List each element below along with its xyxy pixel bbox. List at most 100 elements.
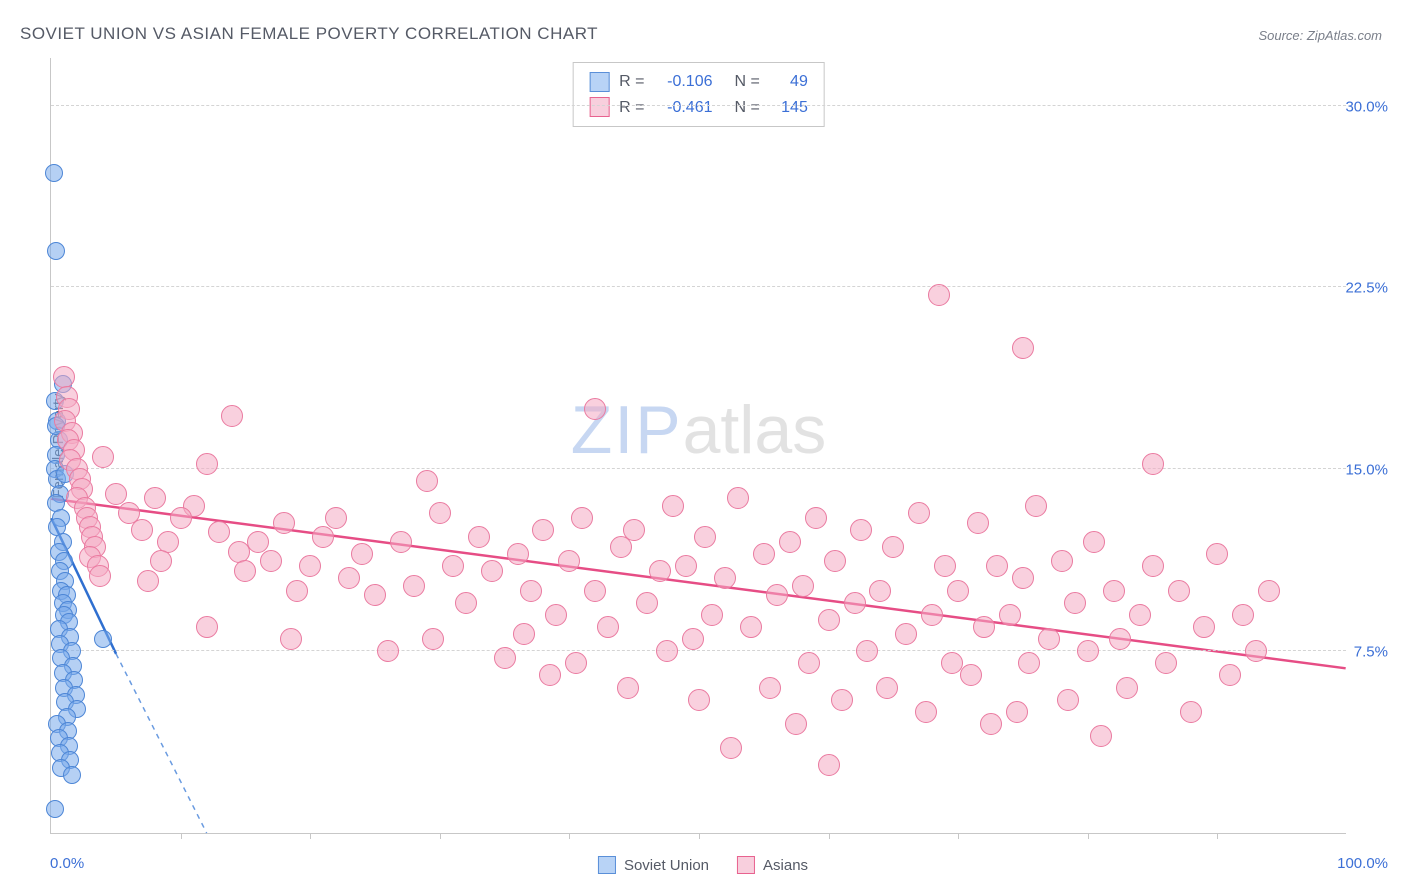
data-point xyxy=(844,592,866,614)
data-point xyxy=(1180,701,1202,723)
data-point xyxy=(89,565,111,587)
data-point xyxy=(131,519,153,541)
data-point xyxy=(617,677,639,699)
scatter-plot-area: ZIPatlas R =-0.106N =49R =-0.461N =145 xyxy=(50,58,1346,834)
x-tick xyxy=(699,833,700,839)
data-point xyxy=(507,543,529,565)
data-point xyxy=(831,689,853,711)
legend-swatch xyxy=(737,856,755,874)
y-tick-label: 15.0% xyxy=(1345,462,1388,479)
stats-row: R =-0.106N =49 xyxy=(589,69,808,95)
data-point xyxy=(921,604,943,626)
data-point xyxy=(720,737,742,759)
data-point xyxy=(558,550,580,572)
data-point xyxy=(908,502,930,524)
data-point xyxy=(47,242,65,260)
data-point xyxy=(805,507,827,529)
data-point xyxy=(915,701,937,723)
x-axis-min-label: 0.0% xyxy=(50,855,84,872)
data-point xyxy=(636,592,658,614)
data-point xyxy=(196,453,218,475)
data-point xyxy=(649,560,671,582)
data-point xyxy=(545,604,567,626)
data-point xyxy=(403,575,425,597)
data-point xyxy=(766,584,788,606)
data-point xyxy=(1012,337,1034,359)
data-point xyxy=(1077,640,1099,662)
data-point xyxy=(753,543,775,565)
data-point xyxy=(1006,701,1028,723)
data-point xyxy=(792,575,814,597)
data-point xyxy=(1051,550,1073,572)
stat-r-label: R = xyxy=(619,69,644,95)
data-point xyxy=(967,512,989,534)
data-point xyxy=(1064,592,1086,614)
data-point xyxy=(273,512,295,534)
data-point xyxy=(196,616,218,638)
data-point xyxy=(960,664,982,686)
data-point xyxy=(928,284,950,306)
data-point xyxy=(170,507,192,529)
data-point xyxy=(682,628,704,650)
data-point xyxy=(63,766,81,784)
data-point xyxy=(1129,604,1151,626)
data-point xyxy=(105,483,127,505)
data-point xyxy=(377,640,399,662)
data-point xyxy=(455,592,477,614)
x-tick xyxy=(958,833,959,839)
data-point xyxy=(1232,604,1254,626)
data-point xyxy=(798,652,820,674)
data-point xyxy=(1258,580,1280,602)
data-point xyxy=(701,604,723,626)
gridline-h xyxy=(51,105,1346,106)
data-point xyxy=(94,630,112,648)
data-point xyxy=(144,487,166,509)
data-point xyxy=(468,526,490,548)
series-legend: Soviet UnionAsians xyxy=(598,856,808,874)
correlation-stats-box: R =-0.106N =49R =-0.461N =145 xyxy=(572,62,825,127)
data-point xyxy=(46,800,64,818)
data-point xyxy=(532,519,554,541)
data-point xyxy=(999,604,1021,626)
data-point xyxy=(623,519,645,541)
data-point xyxy=(45,164,63,182)
data-point xyxy=(481,560,503,582)
data-point xyxy=(520,580,542,602)
series-swatch xyxy=(589,97,609,117)
data-point xyxy=(934,555,956,577)
data-point xyxy=(986,555,1008,577)
legend-swatch xyxy=(598,856,616,874)
trend-lines xyxy=(51,58,1346,833)
data-point xyxy=(597,616,619,638)
data-point xyxy=(662,495,684,517)
data-point xyxy=(779,531,801,553)
data-point xyxy=(1219,664,1241,686)
data-point xyxy=(740,616,762,638)
data-point xyxy=(869,580,891,602)
data-point xyxy=(539,664,561,686)
data-point xyxy=(785,713,807,735)
data-point xyxy=(416,470,438,492)
data-point xyxy=(1018,652,1040,674)
data-point xyxy=(688,689,710,711)
data-point xyxy=(1155,652,1177,674)
data-point xyxy=(92,446,114,468)
source-attribution: Source: ZipAtlas.com xyxy=(1258,28,1382,43)
gridline-h xyxy=(51,650,1346,651)
data-point xyxy=(494,647,516,669)
data-point xyxy=(429,502,451,524)
data-point xyxy=(675,555,697,577)
chart-title: SOVIET UNION VS ASIAN FEMALE POVERTY COR… xyxy=(20,24,598,44)
data-point xyxy=(656,640,678,662)
data-point xyxy=(714,567,736,589)
data-point xyxy=(1109,628,1131,650)
data-point xyxy=(1057,689,1079,711)
stat-r-label: R = xyxy=(619,95,644,121)
data-point xyxy=(513,623,535,645)
stat-n-label: N = xyxy=(735,69,760,95)
data-point xyxy=(208,521,230,543)
x-tick xyxy=(181,833,182,839)
legend-label: Asians xyxy=(763,857,808,874)
data-point xyxy=(1090,725,1112,747)
data-point xyxy=(1116,677,1138,699)
